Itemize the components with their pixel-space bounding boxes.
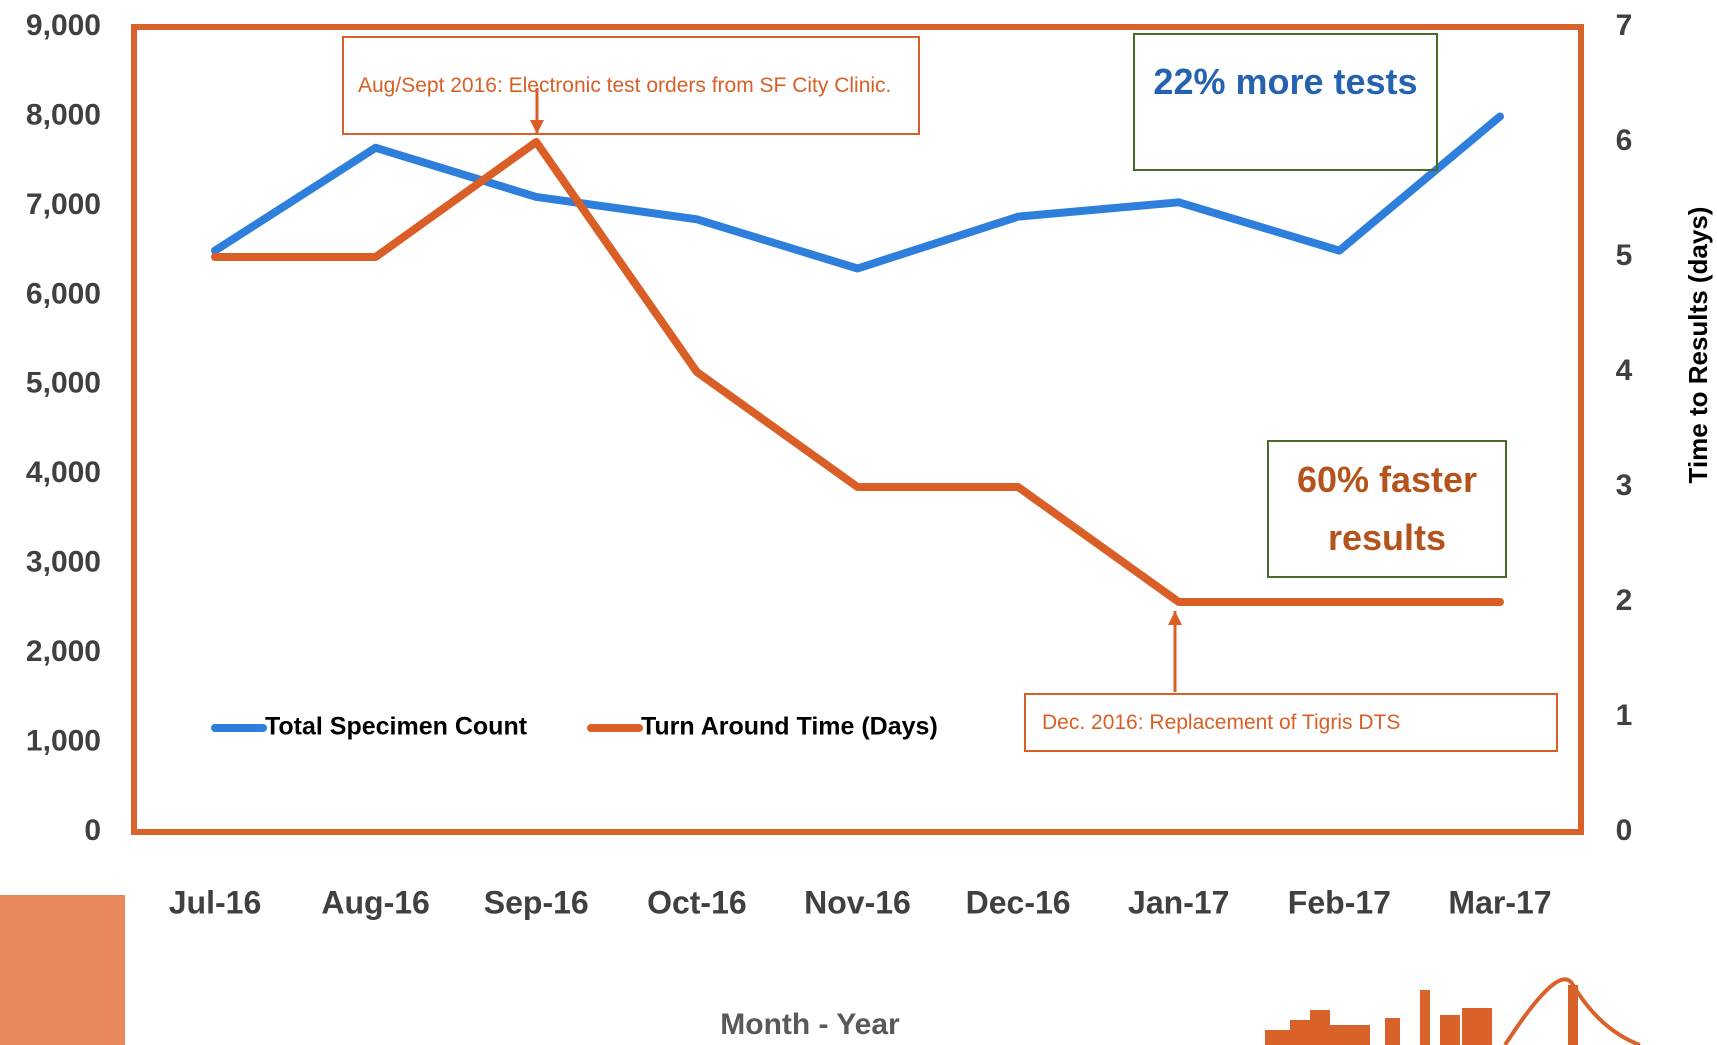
y2-tick-label: 4 (1616, 354, 1633, 387)
y2-tick-label: 7 (1616, 9, 1633, 42)
x-tick-label: Mar-17 (1448, 884, 1551, 920)
annotation-arrowhead (1168, 611, 1182, 625)
y-tick-label: 2,000 (26, 635, 101, 668)
legend-label: Turn Around Time (Days) (641, 713, 938, 741)
x-tick-label: Dec-16 (966, 884, 1071, 920)
y-tick-label: 8,000 (26, 98, 101, 131)
y-tick-label: 6,000 (26, 277, 101, 310)
y2-tick-label: 0 (1616, 814, 1633, 847)
x-tick-label: Sep-16 (484, 884, 589, 920)
page: Month - Year Time to Results (days) 0 1,0… (0, 0, 1717, 1045)
annotation: Aug/Sept 2016: Electronic test orders fr… (342, 36, 920, 135)
y2-axis-label: Time to Results (days) (1683, 207, 1713, 484)
y2-tick-label: 3 (1616, 469, 1633, 502)
x-tick-label: Nov-16 (804, 884, 911, 920)
y-tick-label: 0 (84, 814, 101, 847)
y-tick-label: 4,000 (26, 456, 101, 489)
y-tick-label: 3,000 (26, 546, 101, 579)
chart-wrap: Month - Year Time to Results (days) 0 1,0… (0, 0, 1717, 1045)
annotation: 60% faster results (1267, 440, 1507, 578)
y2-tick-label: 6 (1616, 124, 1633, 157)
annotation: 22% more tests (1133, 33, 1438, 171)
x-tick-label: Oct-16 (647, 884, 747, 920)
y-tick-label: 7,000 (26, 188, 101, 221)
legend-label: Total Specimen Count (265, 713, 528, 741)
y2-tick-label: 1 (1616, 699, 1633, 732)
skyline (1265, 985, 1578, 1045)
x-tick-label: Aug-16 (321, 884, 429, 920)
y-tick-label: 1,000 (26, 724, 101, 757)
y-tick-label: 9,000 (26, 9, 101, 42)
x-axis-label: Month - Year (720, 1008, 900, 1041)
x-tick-label: Jan-17 (1128, 884, 1229, 920)
x-tick-label: Feb-17 (1288, 884, 1391, 920)
annotation: Dec. 2016: Replacement of Tigris DTS (1024, 693, 1558, 752)
x-tick-label: Jul-16 (169, 884, 261, 920)
decor-square (0, 895, 125, 1045)
y-tick-label: 5,000 (26, 367, 101, 400)
y2-tick-label: 5 (1616, 239, 1633, 272)
y2-tick-label: 2 (1616, 584, 1633, 617)
